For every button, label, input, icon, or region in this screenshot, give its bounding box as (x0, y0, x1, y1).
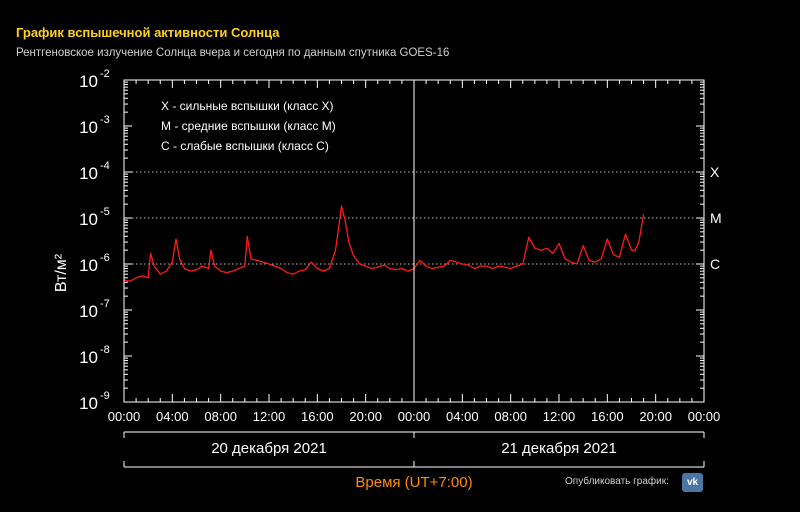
x-tick-label: 04:00 (156, 409, 189, 424)
page-subtitle: Рентгеновское излучение Солнца вчера и с… (16, 47, 450, 59)
x-tick-label: 20:00 (349, 409, 382, 424)
x-tick-label: 16:00 (591, 409, 624, 424)
y-tick-label: 10 (79, 348, 98, 367)
class-threshold-label: C (710, 256, 720, 272)
y-tick-label: 10 (79, 256, 98, 275)
x-axis-label: Время (UT+7:00) (355, 474, 472, 491)
y-tick-exponent: -8 (100, 344, 110, 356)
y-tick-exponent: -5 (100, 206, 110, 218)
class-threshold-label: M (710, 210, 722, 226)
share-label: Опубликовать график: (565, 476, 669, 487)
page-title: График вспышечной активности Солнца (16, 25, 280, 40)
class-threshold-label: X (710, 164, 720, 180)
y-tick-label: 10 (79, 72, 98, 91)
x-tick-label: 12:00 (543, 409, 576, 424)
y-tick-label: 10 (79, 118, 98, 137)
y-tick-exponent: -3 (100, 114, 110, 126)
x-tick-label: 12:00 (253, 409, 286, 424)
legend-entry: M - средние вспышки (класс M) (161, 119, 336, 133)
x-tick-label: 00:00 (108, 409, 141, 424)
y-tick-exponent: -4 (100, 160, 110, 172)
x-tick-label: 00:00 (398, 409, 431, 424)
y-axis-label: Вт/м² (53, 253, 70, 292)
y-tick-label: 10 (79, 394, 98, 413)
day-label: 20 декабря 2021 (211, 440, 327, 457)
y-tick-label: 10 (79, 210, 98, 229)
day-label: 21 декабря 2021 (501, 440, 617, 457)
vk-icon[interactable]: vk (682, 473, 703, 492)
x-tick-label: 08:00 (204, 409, 237, 424)
x-tick-label: 04:00 (446, 409, 479, 424)
y-tick-exponent: -2 (100, 68, 110, 80)
xray-flux-line (123, 205, 645, 282)
legend-entry: X - сильные вспышки (класс X) (161, 99, 334, 113)
x-tick-label: 20:00 (639, 409, 672, 424)
x-tick-label: 08:00 (494, 409, 527, 424)
y-tick-exponent: -9 (100, 390, 110, 402)
y-tick-label: 10 (79, 302, 98, 321)
y-tick-exponent: -6 (100, 252, 110, 264)
y-tick-exponent: -7 (100, 298, 110, 310)
y-tick-label: 10 (79, 164, 98, 183)
x-tick-label: 00:00 (688, 409, 721, 424)
x-tick-label: 16:00 (301, 409, 334, 424)
legend-entry: C - слабые вспышки (класс C) (161, 139, 329, 153)
